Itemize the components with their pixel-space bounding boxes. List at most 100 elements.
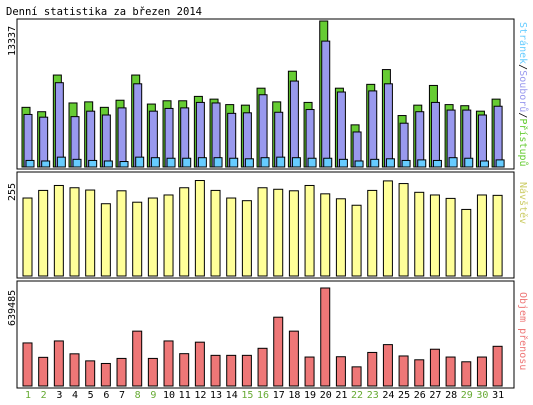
day-label-12: 12 xyxy=(194,390,206,401)
pages-bar-day-2 xyxy=(41,160,51,168)
kbytes-bar-day-8 xyxy=(132,330,143,387)
day-label-31: 31 xyxy=(492,390,504,401)
pages-bar-day-14 xyxy=(229,157,239,168)
legend-separator-2: / xyxy=(517,112,528,118)
visits-bar-day-18 xyxy=(288,190,299,277)
pages-bar-day-19 xyxy=(307,157,317,168)
visits-bar-day-3 xyxy=(53,184,64,277)
kbytes-bar-day-14 xyxy=(226,354,237,387)
pages-bar-day-23 xyxy=(370,158,380,168)
visits-bar-day-21 xyxy=(335,198,346,277)
files-bar-day-3 xyxy=(54,82,64,168)
day-label-25: 25 xyxy=(398,390,410,401)
day-label-21: 21 xyxy=(335,390,347,401)
kbytes-bar-day-20 xyxy=(320,287,331,387)
kbytes-bar-day-13 xyxy=(210,354,221,387)
day-label-24: 24 xyxy=(382,390,394,401)
day-label-18: 18 xyxy=(288,390,300,401)
visits-bar-day-19 xyxy=(304,184,315,277)
visits-bar-day-30 xyxy=(476,194,487,277)
kbytes-bar-day-10 xyxy=(163,340,174,387)
visits-ymax-label: 255 xyxy=(7,183,18,201)
visits-bar-day-7 xyxy=(116,190,127,277)
day-label-13: 13 xyxy=(210,390,222,401)
kbytes-bar-day-26 xyxy=(414,359,425,387)
kbytes-bar-day-22 xyxy=(351,366,362,387)
pages-bar-day-1 xyxy=(25,159,35,168)
files-bar-day-21 xyxy=(336,91,346,168)
day-label-30: 30 xyxy=(476,390,488,401)
legend-visits: Návštěv xyxy=(517,182,529,224)
kbytes-bars xyxy=(22,287,503,387)
day-label-10: 10 xyxy=(163,390,175,401)
kbytes-bar-day-2 xyxy=(38,356,49,387)
visits-bar-day-22 xyxy=(351,204,362,277)
kbytes-bar-day-18 xyxy=(288,330,299,387)
pages-bar-day-4 xyxy=(72,158,82,168)
day-label-2: 2 xyxy=(41,390,47,401)
pages-bar-day-11 xyxy=(182,157,192,168)
legend-files: Souborů xyxy=(517,70,529,112)
hits-files-pages-panel xyxy=(16,18,515,170)
pages-bar-day-30 xyxy=(479,160,489,168)
visits-bar-day-26 xyxy=(414,191,425,277)
visits-bar-day-11 xyxy=(179,187,190,277)
pages-bar-day-12 xyxy=(197,157,207,168)
files-bar-day-24 xyxy=(383,83,393,168)
visits-bar-day-2 xyxy=(38,189,49,277)
files-bar-day-27 xyxy=(430,101,440,168)
files-bar-day-6 xyxy=(101,114,111,168)
files-bar-day-18 xyxy=(289,80,299,168)
kbytes-panel xyxy=(16,280,515,389)
day-label-7: 7 xyxy=(119,390,125,401)
files-bar-day-1 xyxy=(23,113,33,168)
day-labels: 1 2 3 4 5 6 7 8 9 10 11 12 13 14 15 16 17 18 19 20 21 22 23 24 2… xyxy=(25,390,504,401)
chart-title: Denní statistika za březen 2014 xyxy=(6,6,202,18)
pages-bar-day-25 xyxy=(401,159,411,168)
pages-bar-day-22 xyxy=(354,160,364,168)
pages-bar-day-9 xyxy=(150,157,160,168)
day-label-15: 15 xyxy=(241,390,253,401)
day-label-5: 5 xyxy=(88,390,94,401)
day-label-20: 20 xyxy=(320,390,332,401)
legend-hits: Přístupů xyxy=(517,118,529,166)
visits-bar-day-9 xyxy=(147,197,158,277)
pages-bar-day-29 xyxy=(464,157,474,168)
visits-bar-day-25 xyxy=(398,183,409,277)
visits-panel xyxy=(16,171,515,279)
visits-bar-day-6 xyxy=(100,203,111,277)
day-label-28: 28 xyxy=(445,390,457,401)
kbytes-bar-day-3 xyxy=(53,340,64,387)
pages-bar-day-7 xyxy=(119,161,129,168)
visits-bar-day-17 xyxy=(273,188,284,277)
files-bar-day-5 xyxy=(86,110,96,168)
visits-bar-day-23 xyxy=(367,189,378,277)
kbytes-bar-day-6 xyxy=(100,362,111,387)
day-label-14: 14 xyxy=(226,390,238,401)
pages-bar-day-15 xyxy=(244,158,254,168)
files-bar-day-26 xyxy=(415,111,425,168)
hits-files-pages-legend: Stránek/Souborů/Přístupů xyxy=(517,22,529,167)
day-label-6: 6 xyxy=(103,390,109,401)
visits-bar-day-12 xyxy=(194,180,205,277)
files-bar-day-30 xyxy=(477,114,487,168)
pages-bar-day-16 xyxy=(260,157,270,168)
pages-bar-day-21 xyxy=(338,158,348,168)
day-label-27: 27 xyxy=(429,390,441,401)
files-bar-day-8 xyxy=(133,83,143,168)
legend-separator-1: / xyxy=(517,64,528,70)
pages-bar-day-8 xyxy=(135,156,145,168)
pages-bar-day-20 xyxy=(323,157,333,168)
files-bar-day-2 xyxy=(39,116,49,168)
visits-bar-day-8 xyxy=(132,201,143,277)
day-label-22: 22 xyxy=(351,390,363,401)
kbytes-ymax-label: 639485 xyxy=(7,290,18,326)
visits-bar-day-27 xyxy=(429,194,440,277)
day-label-8: 8 xyxy=(135,390,141,401)
kbytes-bar-day-16 xyxy=(257,347,268,387)
pages-bar-day-17 xyxy=(276,156,286,168)
kbytes-bar-day-23 xyxy=(367,351,378,387)
day-label-19: 19 xyxy=(304,390,316,401)
kbytes-bar-day-25 xyxy=(398,355,409,387)
kbytes-bar-day-12 xyxy=(194,341,205,387)
